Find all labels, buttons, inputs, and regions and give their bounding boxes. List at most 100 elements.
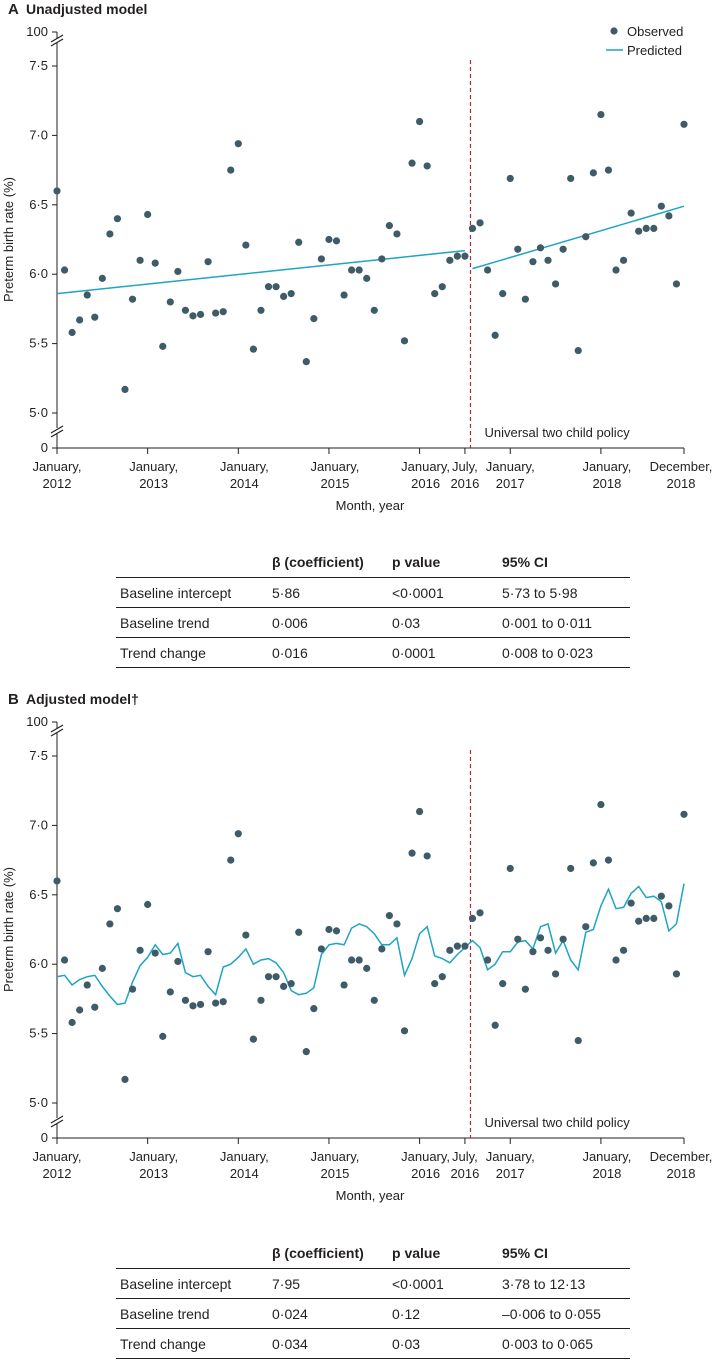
- observed-point: [680, 810, 688, 818]
- observed-point: [544, 256, 552, 264]
- x-tick-label: January,: [310, 459, 359, 474]
- observed-point: [348, 956, 356, 964]
- y-tick-label: 7·0: [29, 127, 48, 142]
- observed-point: [60, 956, 69, 964]
- axis-break-mark: [50, 1119, 64, 1128]
- observed-point: [272, 973, 280, 981]
- observed-point: [310, 315, 318, 323]
- observed-point: [514, 245, 522, 253]
- y-axis-label: Preterm birth rate (%): [1, 177, 16, 302]
- observed-point: [317, 945, 325, 953]
- observed-point: [219, 998, 227, 1006]
- observed-point: [529, 258, 537, 266]
- y-tick-label: 0: [41, 1130, 48, 1145]
- observed-point: [461, 942, 469, 950]
- observed-point: [499, 290, 507, 298]
- observed-point: [355, 266, 363, 274]
- observed-point: [264, 973, 273, 981]
- observed-point: [310, 1005, 318, 1013]
- table-row: Baseline trend 0·006 0·03 0·001 to 0·011: [116, 607, 630, 638]
- observed-point: [340, 981, 348, 989]
- coef-value: 0·024: [272, 1298, 392, 1329]
- observed-point: [589, 169, 597, 177]
- table-a-header-blank: [116, 553, 272, 578]
- axis-break-mark: [50, 425, 64, 434]
- observed-point: [91, 313, 99, 321]
- observed-point: [597, 800, 605, 809]
- observed-point: [446, 946, 454, 954]
- observed-point: [491, 331, 499, 339]
- observed-point: [423, 162, 431, 170]
- observed-point: [128, 295, 137, 303]
- observed-point: [76, 1006, 84, 1014]
- observed-point: [438, 973, 446, 981]
- observed-point: [53, 877, 61, 885]
- observed-point: [657, 892, 665, 900]
- observed-point: [506, 174, 514, 183]
- observed-point: [582, 233, 590, 241]
- observed-point: [544, 946, 552, 954]
- panel-a-letter: A: [8, 1, 19, 18]
- y-tick-label: 7·5: [29, 748, 48, 763]
- observed-point: [393, 920, 401, 928]
- observed-point: [219, 308, 227, 316]
- observed-point: [287, 290, 295, 298]
- observed-point: [627, 209, 635, 217]
- observed-point: [257, 996, 265, 1004]
- table-a-header-coef: β (coefficient): [272, 553, 392, 578]
- observed-point: [91, 1003, 99, 1011]
- observed-point: [589, 859, 597, 867]
- x-tick-label: July,: [452, 459, 478, 474]
- y-tick-label: 100: [26, 24, 48, 39]
- observed-point: [574, 346, 582, 355]
- y-tick-label: 100: [26, 714, 48, 729]
- observed-point: [242, 931, 250, 939]
- y-tick-label: 6·5: [29, 887, 48, 902]
- observed-point: [348, 266, 356, 274]
- observed-point: [650, 224, 658, 232]
- observed-point: [144, 900, 152, 909]
- axis-break-mark: [50, 1115, 64, 1124]
- coef-value: 0·034: [272, 1328, 392, 1359]
- observed-point: [144, 210, 152, 219]
- legend-observed-label: Observed: [627, 24, 683, 39]
- x-tick-label: January,: [129, 1149, 178, 1164]
- coef-value: 7·95: [272, 1268, 392, 1299]
- x-tick-label: January,: [401, 459, 450, 474]
- ci-value: –0·006 to 0·055: [502, 1298, 630, 1329]
- x-tick-label: 2016: [411, 476, 440, 491]
- x-tick-label: January,: [33, 459, 82, 474]
- observed-point: [468, 914, 477, 922]
- observed-point: [83, 291, 91, 299]
- observed-point: [280, 292, 288, 301]
- observed-point: [159, 1032, 167, 1040]
- observed-point: [257, 306, 265, 314]
- policy-label: Universal two child policy: [484, 425, 630, 440]
- observed-point: [166, 298, 174, 306]
- y-tick-label: 5·5: [29, 1026, 48, 1041]
- legend-observed-marker: [610, 27, 618, 35]
- x-tick-label: 2016: [450, 1166, 479, 1181]
- observed-point: [212, 309, 220, 317]
- axis-break-mark: [50, 34, 64, 43]
- observed-point: [567, 174, 575, 183]
- axis-break-mark: [50, 728, 64, 737]
- observed-point: [136, 946, 144, 954]
- observed-point: [363, 964, 371, 972]
- observed-point: [106, 920, 114, 928]
- observed-point: [431, 980, 439, 988]
- observed-point: [597, 110, 605, 119]
- observed-point: [295, 238, 303, 246]
- observed-point: [499, 980, 507, 988]
- observed-point: [672, 970, 681, 978]
- x-tick-label: 2018: [667, 476, 696, 491]
- observed-point: [453, 942, 461, 950]
- observed-point: [151, 949, 159, 957]
- predicted-line-segment: [472, 205, 685, 270]
- x-tick-label: 2016: [450, 476, 479, 491]
- observed-point: [483, 956, 492, 964]
- table-row: Trend change 0·034 0·03 0·003 to 0·065: [116, 1328, 630, 1359]
- observed-point: [627, 899, 635, 907]
- observed-point: [446, 256, 454, 264]
- observed-point: [521, 985, 529, 993]
